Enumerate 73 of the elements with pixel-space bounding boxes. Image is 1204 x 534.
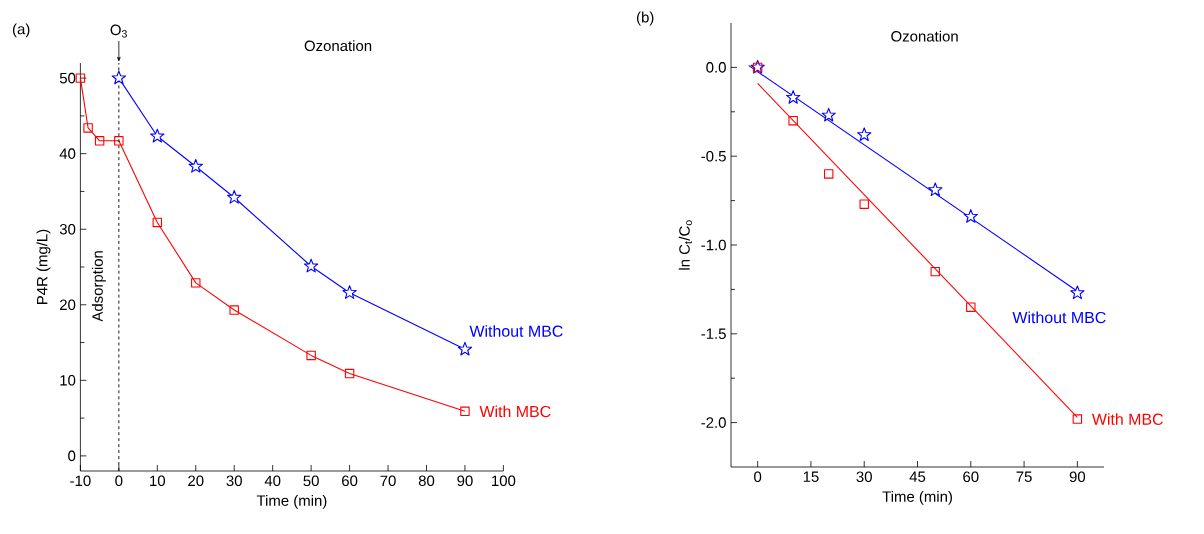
point <box>788 115 798 126</box>
x-tick-label: 0 <box>115 475 123 487</box>
point <box>963 209 978 223</box>
point <box>457 341 473 356</box>
x-tick-label: 30 <box>856 471 872 483</box>
ref-line-label: O$_{3}$ <box>110 24 127 38</box>
point <box>114 136 124 146</box>
point <box>1072 414 1083 424</box>
y-tick-label: -1.5 <box>701 328 726 340</box>
series-label: Without MBC <box>1012 311 1106 324</box>
point <box>344 368 355 379</box>
series-label: With MBC <box>1091 413 1163 425</box>
chart-title: (b) <box>637 11 654 26</box>
point <box>150 128 165 143</box>
x-tick-label: 45 <box>909 471 926 482</box>
y-tick-label: 0 <box>68 450 76 462</box>
point <box>859 199 869 209</box>
point <box>1070 285 1085 300</box>
y-tick-label: 50 <box>59 72 76 84</box>
y-tick-label: 10 <box>60 375 76 386</box>
point <box>928 182 943 197</box>
x-axis-title: Time (min) <box>882 490 952 505</box>
y-tick-label: 40 <box>59 148 76 159</box>
point <box>111 70 127 85</box>
point <box>966 302 976 312</box>
text: Ozonation <box>304 40 372 52</box>
annotation: Ozonation <box>891 30 958 42</box>
point <box>306 350 316 361</box>
point <box>227 189 242 204</box>
y-tick-label: -1.0 <box>701 239 726 251</box>
x-tick-label: 30 <box>226 475 242 487</box>
y-tick-label: -0.5 <box>701 150 726 162</box>
series-label: Without MBC <box>469 325 563 337</box>
y-tick-label: 30 <box>59 223 76 235</box>
point <box>152 217 163 228</box>
chart-title: (a) <box>12 23 30 38</box>
x-tick-label: 90 <box>457 475 473 487</box>
x-tick-label: 60 <box>963 471 979 483</box>
x-tick-label: 60 <box>342 475 358 487</box>
x-tick-label: 10 <box>150 475 166 487</box>
point <box>75 73 86 83</box>
y-axis-title: P4R (mg/L) <box>36 229 51 304</box>
x-tick-label: 50 <box>303 475 319 487</box>
x-tick-label: 75 <box>1016 471 1032 482</box>
point <box>83 123 93 133</box>
point <box>191 278 201 288</box>
x-tick-label: 80 <box>418 475 435 487</box>
point <box>342 285 357 299</box>
point <box>94 136 105 146</box>
x-axis-title: Time (min) <box>256 494 327 509</box>
x-tick-label: 90 <box>1069 471 1086 483</box>
series-label: With MBC <box>479 405 551 418</box>
y-tick-label: 0.0 <box>706 62 726 73</box>
y-tick-label: 20 <box>60 299 76 311</box>
point <box>229 305 239 315</box>
point <box>930 266 941 277</box>
point <box>785 90 801 104</box>
x-tick-label: -10 <box>70 475 91 487</box>
x-tick-label: 70 <box>380 475 396 487</box>
y-tick-label: -2.0 <box>701 417 726 428</box>
point <box>823 169 834 179</box>
point <box>303 258 319 273</box>
x-tick-label: 0 <box>754 471 762 483</box>
x-tick-label: 20 <box>188 475 204 487</box>
point <box>857 127 872 142</box>
y-axis-title: ln C$_{t}$/C$_{o}$ <box>678 220 692 270</box>
point <box>460 406 470 417</box>
point <box>821 107 836 122</box>
annotation: Adsorption <box>91 251 106 322</box>
x-tick-label: 100 <box>492 475 516 487</box>
x-tick-label: 40 <box>264 475 281 487</box>
point <box>188 158 203 173</box>
x-tick-label: 15 <box>803 471 819 482</box>
